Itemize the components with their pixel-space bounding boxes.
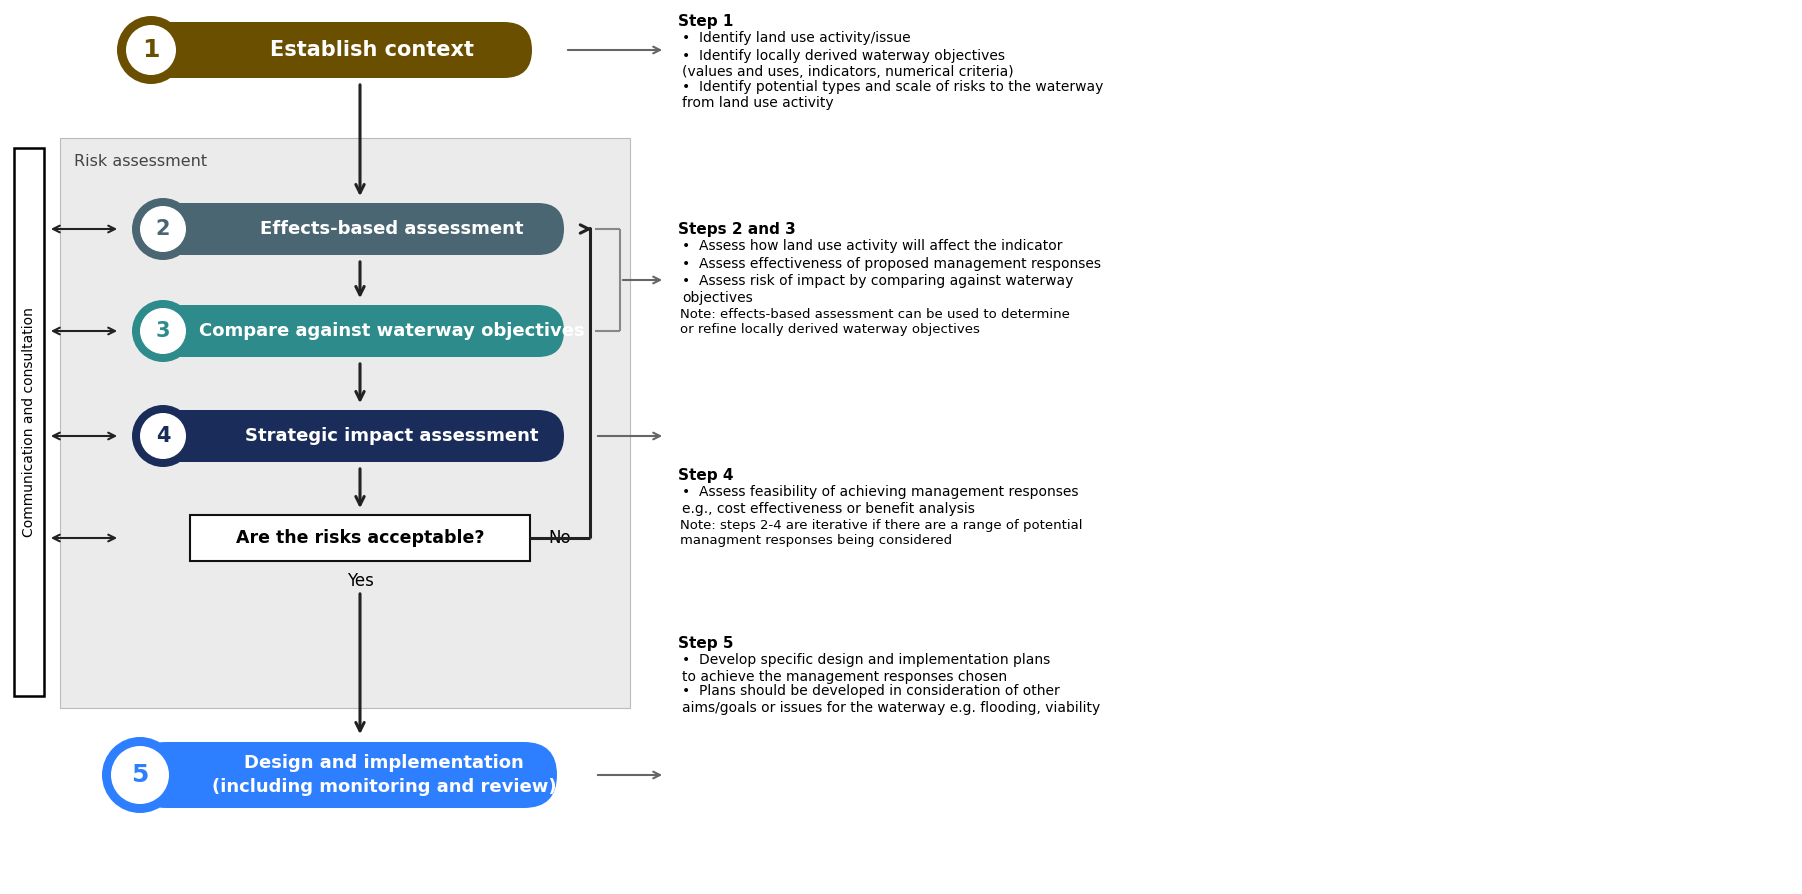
Text: 4: 4: [155, 426, 169, 446]
Text: Risk assessment: Risk assessment: [74, 154, 207, 169]
Text: •  Identify locally derived waterway objectives
(values and uses, indicators, nu: • Identify locally derived waterway obje…: [681, 49, 1013, 79]
Text: No: No: [548, 529, 571, 547]
Text: Strategic impact assessment: Strategic impact assessment: [245, 427, 539, 445]
Text: Design and implementation
(including monitoring and review): Design and implementation (including mon…: [211, 754, 557, 797]
Circle shape: [126, 25, 177, 75]
Text: •  Assess risk of impact by comparing against waterway
objectives: • Assess risk of impact by comparing aga…: [681, 274, 1074, 305]
FancyBboxPatch shape: [133, 742, 557, 808]
Circle shape: [117, 16, 186, 84]
Text: •  Assess how land use activity will affect the indicator: • Assess how land use activity will affe…: [681, 240, 1063, 253]
Text: Note: steps 2-4 are iterative if there are a range of potential
managment respon: Note: steps 2-4 are iterative if there a…: [679, 519, 1083, 547]
FancyBboxPatch shape: [157, 203, 564, 255]
Text: Step 4: Step 4: [678, 468, 733, 483]
Text: 2: 2: [155, 219, 169, 239]
Text: Steps 2 and 3: Steps 2 and 3: [678, 222, 796, 237]
Text: Are the risks acceptable?: Are the risks acceptable?: [236, 529, 485, 547]
Text: •  Assess effectiveness of proposed management responses: • Assess effectiveness of proposed manag…: [681, 257, 1101, 271]
FancyBboxPatch shape: [59, 138, 631, 708]
Circle shape: [132, 198, 195, 260]
Circle shape: [141, 413, 186, 459]
Circle shape: [132, 405, 195, 467]
FancyBboxPatch shape: [157, 305, 564, 357]
Text: 1: 1: [142, 38, 160, 62]
Text: •  Plans should be developed in consideration of other
aims/goals or issues for : • Plans should be developed in considera…: [681, 685, 1101, 714]
Text: Note: effects-based assessment can be used to determine
or refine locally derive: Note: effects-based assessment can be us…: [679, 308, 1070, 336]
Text: Yes: Yes: [346, 572, 373, 590]
FancyBboxPatch shape: [157, 410, 564, 462]
FancyBboxPatch shape: [14, 148, 43, 696]
Circle shape: [132, 300, 195, 362]
Text: Step 5: Step 5: [678, 636, 733, 651]
Text: •  Identify land use activity/issue: • Identify land use activity/issue: [681, 31, 910, 46]
Circle shape: [112, 746, 169, 804]
Text: Compare against waterway objectives: Compare against waterway objectives: [200, 322, 586, 340]
Circle shape: [103, 737, 178, 813]
Text: 5: 5: [132, 763, 150, 787]
Text: •  Identify potential types and scale of risks to the waterway
from land use act: • Identify potential types and scale of …: [681, 80, 1103, 110]
Text: Effects-based assessment: Effects-based assessment: [259, 220, 524, 238]
Circle shape: [141, 206, 186, 252]
Text: Establish context: Establish context: [270, 40, 474, 60]
FancyBboxPatch shape: [142, 22, 532, 78]
Text: Communication and consultation: Communication and consultation: [22, 307, 36, 537]
FancyBboxPatch shape: [189, 515, 530, 561]
Text: •  Develop specific design and implementation plans
to achieve the management re: • Develop specific design and implementa…: [681, 654, 1051, 684]
Text: Step 1: Step 1: [678, 14, 733, 29]
Text: •  Assess feasibility of achieving management responses
e.g., cost effectiveness: • Assess feasibility of achieving manage…: [681, 485, 1079, 516]
Circle shape: [141, 308, 186, 354]
Text: 3: 3: [155, 321, 169, 341]
